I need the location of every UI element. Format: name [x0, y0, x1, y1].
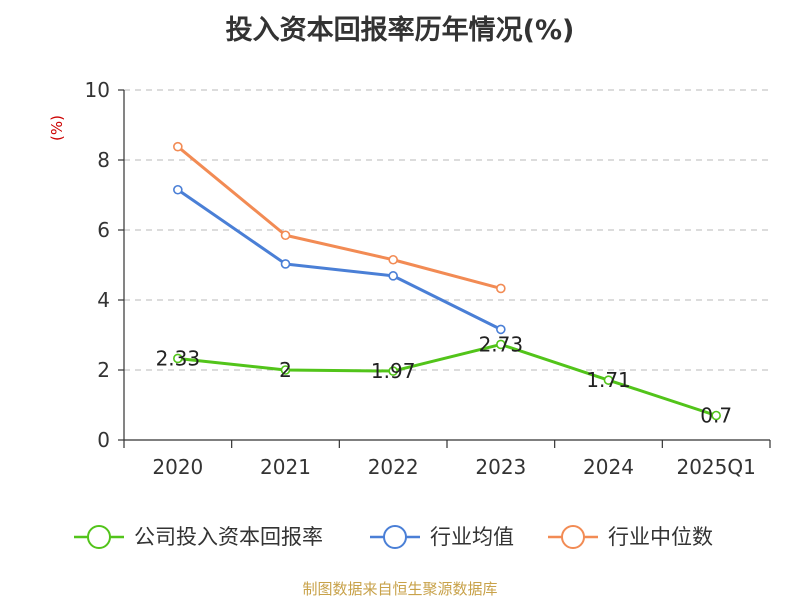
data-label-4: 1.71	[586, 368, 631, 392]
data-labels: 2.33 2 1.97 2.73 1.71 0.7	[156, 332, 733, 427]
data-label-3: 2.73	[479, 332, 524, 356]
y-tick-label: 10	[85, 78, 110, 102]
data-point-s0-5[interactable]	[711, 410, 721, 421]
data-label-1: 2	[279, 358, 292, 382]
legend-item-2[interactable]: 行业中位数	[608, 525, 713, 549]
x-tick-label-2024: 2024	[583, 455, 634, 479]
data-label-2: 1.97	[371, 359, 416, 383]
x-tick-label-2023: 2023	[475, 455, 526, 479]
series-group	[173, 141, 721, 421]
y-tick-label: 6	[97, 218, 110, 242]
legend[interactable]: 公司投入资本回报率 行业均值 行业中位数	[74, 525, 713, 549]
legend-marker-0	[87, 525, 111, 549]
data-point-s2-1[interactable]	[280, 230, 291, 241]
data-point-s1-0[interactable]	[173, 184, 183, 195]
legend-marker-2	[561, 525, 585, 549]
grid-lines	[124, 89, 770, 371]
data-label-5: 0.7	[700, 404, 732, 428]
x-tick-label-2022: 2022	[368, 455, 419, 479]
y-axis-unit-label: (%)	[48, 115, 66, 141]
y-tick-label: 4	[97, 288, 110, 312]
data-point-s0-3[interactable]	[496, 339, 506, 350]
data-point-s0-2[interactable]	[388, 366, 398, 376]
axes: 0 2 4 6 8 10 (%) 2020 2021 2022 2023 2024 2025Q1	[48, 78, 771, 479]
data-point-s2-3[interactable]	[496, 283, 506, 294]
data-point-s0-0[interactable]	[173, 353, 183, 364]
data-point-s0-1[interactable]	[280, 365, 291, 375]
x-tick-label-2021: 2021	[260, 455, 311, 479]
x-tick-label-2020: 2020	[152, 455, 203, 479]
data-point-s0-4[interactable]	[603, 375, 614, 385]
series-line-2	[176, 145, 502, 290]
x-tick-label-2025Q1: 2025Q1	[676, 455, 755, 479]
y-tick-label: 8	[97, 148, 110, 172]
legend-item-1[interactable]: 行业均值	[430, 525, 514, 549]
series-line-0	[177, 342, 717, 417]
legend-marker-1	[383, 525, 407, 549]
source-note: 制图数据来自恒生聚源数据库	[302, 580, 498, 598]
data-point-s2-0[interactable]	[173, 141, 183, 152]
series-line-1	[176, 188, 502, 331]
data-point-s1-2[interactable]	[388, 271, 398, 281]
data-label-0: 2.33	[156, 346, 201, 370]
data-point-s1-3[interactable]	[496, 324, 506, 335]
legend-item-0[interactable]: 公司投入资本回报率	[134, 525, 323, 549]
data-point-s1-1[interactable]	[280, 259, 291, 269]
chart-title: 投入资本回报率历年情况(%)	[225, 15, 575, 46]
y-tick-label: 0	[97, 428, 110, 452]
y-tick-label: 2	[97, 358, 110, 382]
data-point-s2-2[interactable]	[388, 254, 398, 265]
